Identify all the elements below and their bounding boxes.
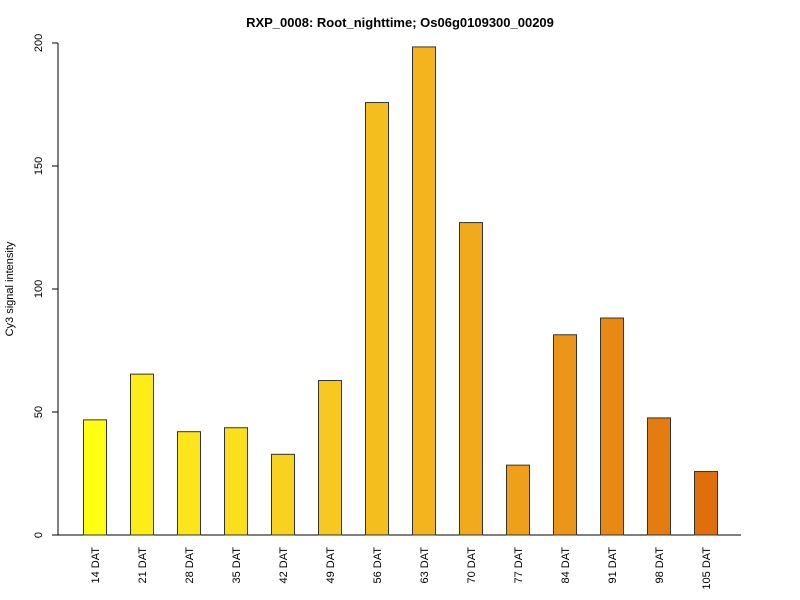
x-tick-label: 21 DAT [137,547,149,584]
y-tick-label: 50 [33,406,45,418]
x-axis: 14 DAT 21 DAT 28 DAT 35 DAT 42 DAT 49 DAT 56 D… [58,534,741,590]
x-tick-label: 35 DAT [231,547,243,584]
x-tick-label: 63 DAT [419,547,431,584]
bar [600,317,624,536]
y-tick-label: 200 [33,34,45,52]
bar [318,380,342,536]
bars-group [83,46,718,536]
x-tick-label: 98 DAT [654,547,666,584]
y-tick-label: 100 [33,280,45,298]
x-tick-label: 105 DAT [701,547,713,590]
x-tick-label: 56 DAT [372,547,384,584]
bar [83,419,107,536]
y-axis-label: Cy3 signal intensity [4,241,16,336]
y-tick-label: 150 [33,157,45,175]
bar [177,431,201,536]
bar [224,427,248,536]
bar [506,464,530,536]
y-axis: 0 50 100 150 200 [33,34,59,538]
x-tick-label: 77 DAT [513,547,525,584]
bar [130,373,154,536]
x-tick-label: 70 DAT [466,547,478,584]
chart-title: RXP_0008: Root_nighttime; Os06g0109300_0… [246,15,554,30]
y-tick-label: 0 [33,532,45,538]
bar [694,471,718,536]
x-tick-label: 14 DAT [90,547,102,584]
x-tick-label: 91 DAT [607,547,619,584]
x-tick-label: 49 DAT [325,547,337,584]
x-tick-label: 28 DAT [184,547,196,584]
bar [365,102,389,536]
x-tick-label: 84 DAT [560,547,572,584]
bar [459,222,483,536]
x-tick-label: 42 DAT [278,547,290,584]
bar [647,417,671,536]
bar [553,334,577,536]
bar [271,453,295,536]
bar [412,46,436,536]
